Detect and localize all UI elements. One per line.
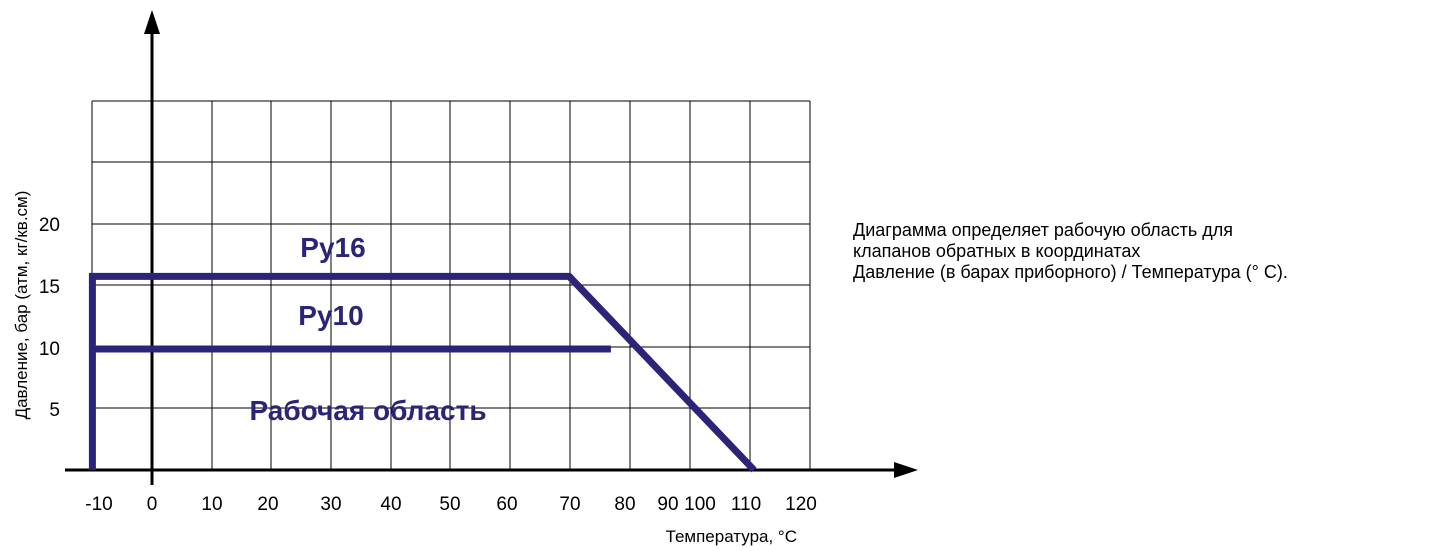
x-tick-label: 0 bbox=[147, 494, 158, 515]
x-axis-title: Температура, °C bbox=[666, 527, 797, 546]
x-tick-label: 120 bbox=[785, 494, 817, 515]
description-line: клапанов обратных в координатах bbox=[853, 241, 1141, 261]
chart-description: Диаграмма определяет рабочую область для… bbox=[853, 220, 1423, 283]
y-tick-label: 20 bbox=[39, 215, 60, 236]
x-tick-label: 110 bbox=[731, 494, 761, 515]
x-axis-arrow bbox=[894, 462, 918, 478]
x-tick-label: 90 bbox=[657, 494, 678, 515]
x-tick-label: 50 bbox=[439, 494, 460, 515]
y-axis-title: Давление, бар (атм, кг/кв.см) bbox=[12, 191, 31, 420]
y-tick-label: 10 bbox=[39, 339, 60, 360]
x-tick-labels: -10 0 10 20 30 40 50 60 70 80 90 100 110 120 bbox=[85, 494, 817, 515]
x-tick-label: 80 bbox=[614, 494, 635, 515]
x-tick-label: 10 bbox=[201, 494, 222, 515]
x-tick-label: 20 bbox=[257, 494, 278, 515]
y-tick-label: 15 bbox=[39, 277, 60, 298]
x-tick-label: 40 bbox=[380, 494, 401, 515]
y-tick-labels: 5 10 15 20 bbox=[39, 215, 60, 421]
series-lines bbox=[88, 272, 757, 473]
series-line-py16 bbox=[88, 272, 757, 473]
x-tick-label: -10 bbox=[85, 494, 112, 515]
x-tick-label: 70 bbox=[559, 494, 580, 515]
series-label-py16: Ру16 bbox=[300, 232, 365, 263]
y-axis-arrow bbox=[144, 10, 160, 34]
x-tick-label: 30 bbox=[320, 494, 341, 515]
description-line: Давление (в барах приборного) / Температ… bbox=[853, 262, 1288, 282]
x-tick-label: 100 bbox=[684, 494, 716, 515]
y-tick-label: 5 bbox=[49, 400, 60, 421]
x-tick-label: 60 bbox=[496, 494, 517, 515]
chart-axes bbox=[65, 10, 918, 485]
description-line: Диаграмма определяет рабочую область для bbox=[853, 220, 1234, 240]
annotation-working-area: Рабочая область bbox=[249, 395, 486, 426]
series-label-py10: Ру10 bbox=[298, 300, 363, 331]
series-labels: Ру16 Ру10 Рабочая область bbox=[249, 232, 486, 426]
